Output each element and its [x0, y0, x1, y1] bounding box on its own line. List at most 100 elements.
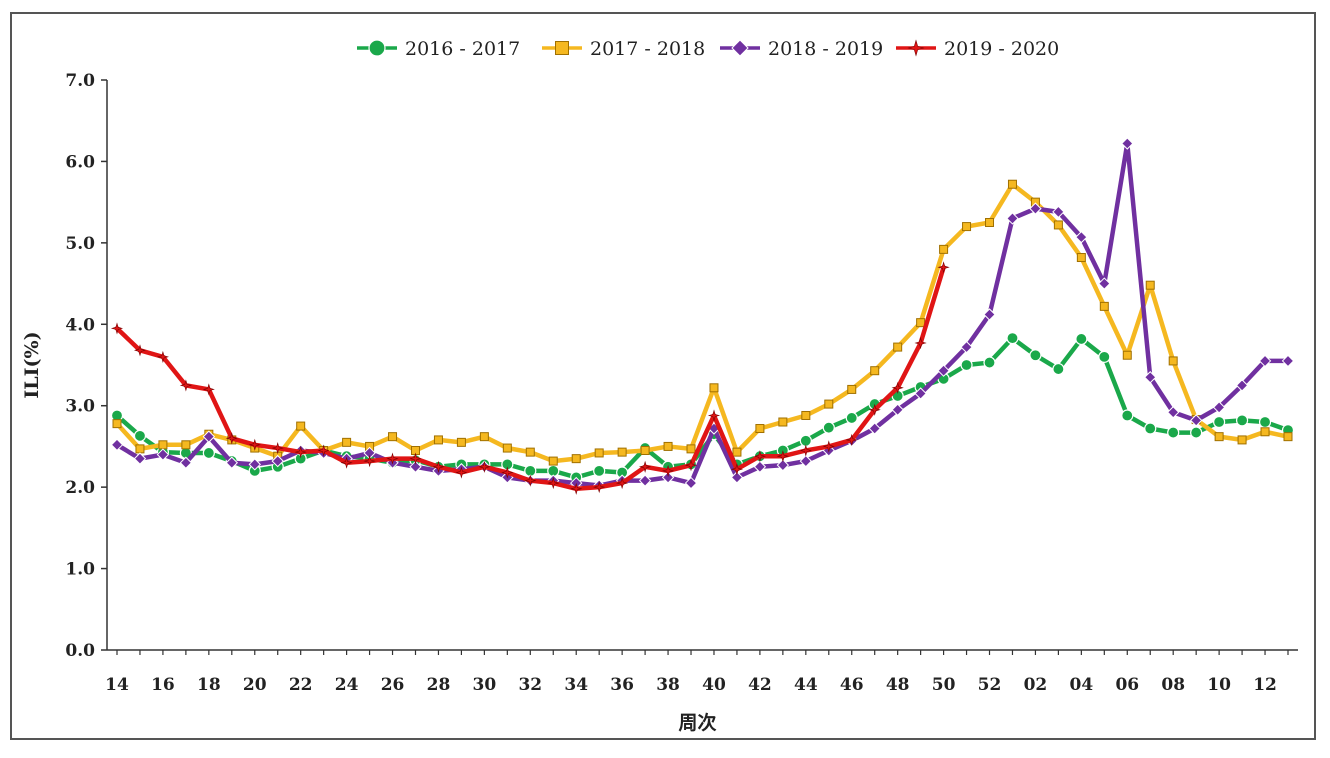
x-tick-label: 20 — [243, 675, 267, 695]
x-tick-label: 02 — [1024, 675, 1048, 695]
data-point — [1260, 427, 1270, 437]
data-point — [640, 446, 650, 455]
data-point — [1099, 301, 1109, 311]
x-tick-label: 32 — [518, 675, 542, 695]
data-point — [778, 417, 788, 427]
data-point — [593, 464, 606, 477]
data-point — [1166, 406, 1180, 419]
x-tick-label: 08 — [1161, 675, 1185, 695]
data-point — [133, 452, 147, 465]
data-point — [158, 440, 168, 450]
data-point — [1029, 202, 1042, 215]
data-point — [1235, 414, 1249, 427]
data-point — [822, 421, 835, 434]
data-point — [709, 383, 719, 393]
data-point — [135, 444, 145, 454]
data-point — [1214, 432, 1224, 442]
data-point — [822, 440, 835, 453]
y-axis-title: ILI(%) — [21, 331, 43, 398]
data-point — [732, 447, 742, 457]
data-point — [156, 350, 169, 364]
x-tick-label: 44 — [794, 675, 818, 695]
data-point — [684, 476, 698, 490]
ili-line-chart: 2016 - 2017 2017 - 2018 2018 - 2019 2019 - … — [21, 38, 1298, 734]
data-point — [225, 432, 238, 445]
x-tick-label: 14 — [105, 675, 129, 695]
data-point — [156, 448, 170, 461]
data-point — [1168, 356, 1178, 366]
legend-item: 2018 - 2019 — [720, 38, 883, 60]
data-point — [571, 454, 581, 464]
data-point — [937, 261, 950, 274]
data-point — [753, 460, 767, 473]
data-point — [661, 471, 675, 484]
x-tick-label: 28 — [427, 675, 451, 695]
x-tick-label: 46 — [840, 675, 864, 695]
data-point — [801, 410, 811, 420]
x-tick-label: 18 — [197, 675, 221, 695]
y-tick-label: 6.0 — [65, 152, 95, 172]
data-point — [1121, 137, 1134, 150]
data-point — [1212, 401, 1226, 414]
legend-label: 2018 - 2019 — [768, 38, 883, 60]
data-point — [455, 466, 468, 479]
legend: 2016 - 2017 2017 - 2018 2018 - 2019 2019 - … — [357, 38, 1059, 60]
data-point — [1235, 379, 1249, 392]
x-tick-label: 22 — [289, 675, 313, 695]
x-tick-label: 10 — [1207, 675, 1231, 695]
data-point — [845, 433, 858, 446]
data-point — [133, 429, 147, 442]
data-point — [501, 466, 514, 479]
series-2019-2020 — [110, 261, 950, 495]
x-tick-label: 38 — [656, 675, 680, 695]
y-tick-label: 0.0 — [65, 641, 95, 661]
data-point — [294, 445, 307, 459]
data-point — [799, 454, 813, 468]
data-point — [1258, 415, 1272, 429]
data-point — [363, 454, 376, 468]
data-point — [1052, 362, 1065, 376]
data-point — [893, 342, 903, 352]
data-point — [1189, 414, 1203, 427]
data-point — [110, 438, 124, 452]
data-point — [1122, 350, 1132, 360]
chart-frame: 2016 - 2017 2017 - 2018 2018 - 2019 2019 - … — [10, 12, 1316, 740]
data-point — [638, 474, 652, 487]
data-point — [1281, 354, 1295, 368]
data-point — [939, 244, 949, 254]
data-point — [386, 452, 399, 465]
data-point — [1075, 332, 1088, 346]
data-point — [1237, 435, 1247, 445]
y-tick-label: 7.0 — [65, 71, 95, 91]
data-point — [340, 456, 353, 469]
series-line — [114, 335, 1291, 480]
data-point — [179, 379, 192, 392]
data-point — [594, 448, 604, 458]
data-point — [433, 435, 443, 445]
data-point — [617, 447, 627, 457]
data-point — [916, 318, 926, 328]
data-point — [181, 440, 191, 450]
x-tick-label: 26 — [381, 675, 405, 695]
data-point — [368, 39, 386, 57]
data-point — [731, 39, 749, 57]
data-point — [891, 403, 904, 416]
data-point — [547, 477, 560, 490]
data-point — [776, 458, 790, 472]
data-point — [1075, 230, 1088, 244]
legend-label: 2016 - 2017 — [405, 38, 520, 60]
x-tick-label: 40 — [702, 675, 726, 695]
x-tick-label: 36 — [610, 675, 634, 695]
data-point — [937, 364, 950, 377]
data-point — [1121, 409, 1134, 422]
data-point — [1213, 415, 1226, 429]
data-point — [248, 438, 261, 451]
data-point — [432, 460, 445, 473]
data-point — [870, 366, 880, 376]
data-point — [983, 356, 996, 369]
data-point — [1029, 349, 1042, 362]
data-point — [753, 450, 767, 463]
x-tick-label: 48 — [886, 675, 910, 695]
data-point — [202, 430, 216, 443]
data-point — [248, 458, 261, 471]
